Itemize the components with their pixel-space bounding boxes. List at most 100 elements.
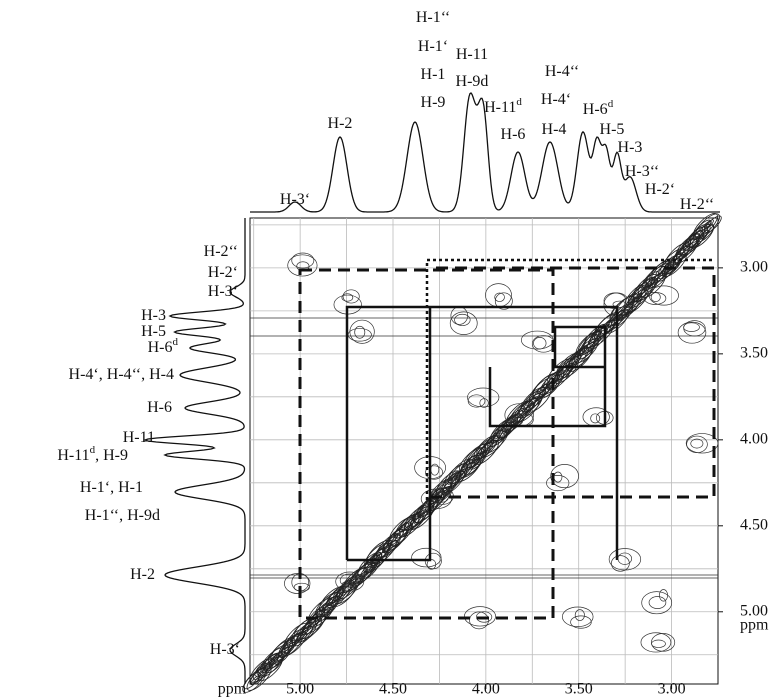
contour: [533, 337, 546, 349]
label-sup: d: [173, 336, 179, 348]
x-tick-label: 4.00: [472, 681, 500, 698]
top-peak-label: H-6: [501, 126, 526, 143]
contour: [678, 322, 706, 343]
label-text: H-9d: [456, 73, 489, 90]
y-tick-label: 4.00: [740, 430, 768, 447]
contour: [687, 436, 708, 453]
label-text: H-11: [484, 99, 516, 116]
contour: [532, 336, 554, 353]
contour: [591, 414, 600, 423]
left-peak-label: H-2‘: [208, 264, 238, 281]
x-tick-label: 3.50: [565, 681, 593, 698]
contour: [642, 592, 672, 614]
top-peak-label: H-5: [600, 121, 625, 138]
top-peak-label: H-4: [542, 121, 567, 138]
left-peak-label: H-6: [147, 399, 172, 416]
contour: [691, 439, 703, 448]
left-peak-label: H-5: [141, 323, 166, 340]
label-text: H-4‘: [541, 91, 571, 108]
label-text: H-1‘‘: [416, 9, 450, 26]
label-sup: d: [516, 96, 522, 108]
label-text: H-6: [148, 339, 173, 356]
top-peak-label: H-3: [618, 139, 643, 156]
contour: [551, 464, 579, 487]
top-peak-label: H-1: [421, 66, 446, 83]
label-text: H-4‘, H-4‘‘, H-4: [69, 366, 174, 383]
label-text: H-1‘, H-1: [80, 479, 143, 496]
contour: [649, 596, 666, 608]
top-peak-label: H-2‘: [645, 181, 675, 198]
contour: [288, 255, 317, 276]
contour: [652, 640, 666, 648]
label-sup: d: [608, 98, 614, 110]
left-peak-label: H-3‘: [210, 641, 240, 658]
label-text: H-1‘‘, H-9d: [85, 507, 160, 524]
label-text: H-2‘: [645, 181, 675, 198]
top-peak-label: H-4‘: [541, 91, 571, 108]
label-text: H-1‘: [418, 38, 448, 55]
left-peak-label: H-1‘, H-1: [80, 479, 143, 496]
label-text: H-4: [542, 121, 567, 138]
label-text: H-2‘‘: [204, 243, 238, 260]
label-text: H-4‘‘: [545, 63, 579, 80]
top-peak-label: H-2‘‘: [680, 196, 714, 213]
label-text: H-3‘‘: [625, 163, 659, 180]
contour: [485, 284, 511, 307]
label-text: H-3: [141, 307, 166, 324]
top-peak-label: H-3‘: [280, 191, 310, 208]
left-peak-label: H-11: [123, 429, 155, 446]
x-tick-label: 4.50: [379, 681, 407, 698]
top-peak-label: H-1‘: [418, 38, 448, 55]
contours: [239, 210, 723, 696]
top-peak-label: H-3‘‘: [625, 163, 659, 180]
label-text: H-3: [618, 139, 643, 156]
top-peak-label: H-1‘‘: [416, 9, 450, 26]
top-peak-label: H-9: [421, 94, 446, 111]
label-text: H-2: [130, 566, 155, 583]
label-text: , H-9: [95, 447, 128, 464]
y-tick-label: 3.50: [740, 345, 768, 362]
label-text: H-6: [501, 126, 526, 143]
y-tick-label: 5.00: [740, 602, 768, 619]
cosy-figure: ppm ppm 5.004.504.003.503.003.003.504.00…: [0, 0, 783, 699]
contour: [292, 253, 314, 268]
label-text: H-3‘: [280, 191, 310, 208]
left-peak-label: H-2: [130, 566, 155, 583]
x-tick-label: 5.00: [286, 681, 314, 698]
left-peak-label: H-3‘: [208, 283, 238, 300]
left-peak-label: H-11d, H-9: [57, 444, 128, 464]
contour: [343, 290, 359, 303]
top-peak-label: H-11d: [484, 96, 522, 116]
left-peak-label: H-1‘‘, H-9d: [85, 507, 160, 524]
label-text: H-5: [600, 121, 625, 138]
label-text: H-6: [147, 399, 172, 416]
top-peak-label: H-4‘‘: [545, 63, 579, 80]
label-text: H-11: [57, 447, 89, 464]
label-text: H-5: [141, 323, 166, 340]
label-text: H-6: [583, 101, 608, 118]
label-text: H-2‘: [208, 264, 238, 281]
left-peak-label: H-2‘‘: [204, 243, 238, 260]
top-peak-label: H-9d: [456, 73, 489, 90]
label-text: H-11: [456, 46, 488, 63]
left-peak-label: H-4‘, H-4‘‘, H-4: [69, 366, 174, 383]
label-text: H-1: [421, 66, 446, 83]
label-text: H-3‘: [208, 283, 238, 300]
left-peak-label: H-6d: [148, 336, 179, 356]
y-tick-label: 3.00: [740, 259, 768, 276]
contour: [659, 590, 667, 602]
top-peak-label: H-11: [456, 46, 488, 63]
contour: [644, 292, 666, 304]
left-peak-label: H-3: [141, 307, 166, 324]
label-text: H-3‘: [210, 641, 240, 658]
contour: [521, 331, 553, 349]
contour: [464, 607, 495, 626]
contour: [684, 323, 700, 332]
y-tick-label: 4.50: [740, 516, 768, 533]
x-unit: ppm: [218, 681, 247, 698]
contour: [651, 293, 660, 302]
label-text: H-2‘‘: [680, 196, 714, 213]
contour: [554, 472, 562, 482]
label-text: H-9: [421, 94, 446, 111]
contour: [350, 320, 374, 343]
